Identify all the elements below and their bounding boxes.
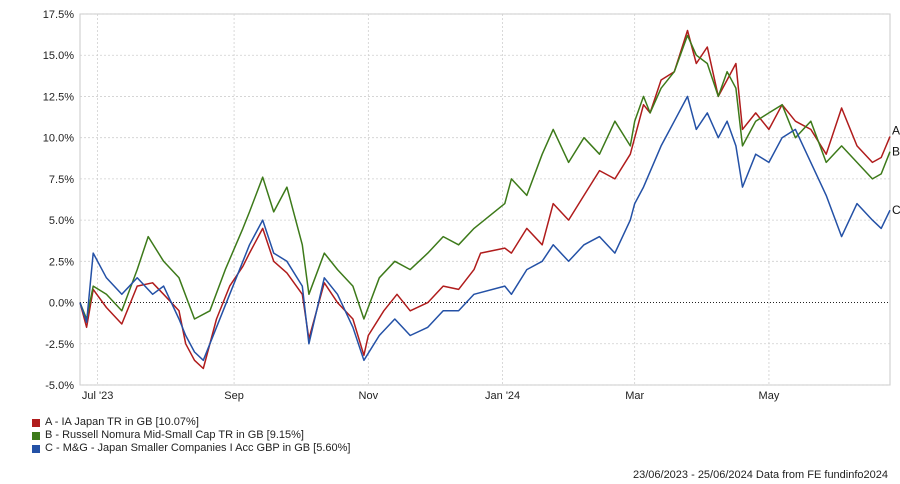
source-footer: 23/06/2023 - 25/06/2024 Data from FE fun… xyxy=(632,469,888,481)
legend-swatch-a xyxy=(32,418,40,427)
y-tick-label: -2.5% xyxy=(45,339,74,351)
legend-item-a: A - IA Japan TR in GB [10.07%] xyxy=(32,416,350,429)
y-tick-label: -5.0% xyxy=(45,380,74,392)
series-end-label-c: C xyxy=(892,203,900,217)
x-tick-label: Jul '23 xyxy=(82,390,113,402)
legend-label-a: A - IA Japan TR in GB [10.07%] xyxy=(45,416,199,428)
y-tick-label: 0.0% xyxy=(49,298,74,310)
y-tick-label: 7.5% xyxy=(49,174,74,186)
series-line-b xyxy=(79,34,891,320)
y-tick-label: 15.0% xyxy=(43,50,74,62)
legend-item-b: B - Russell Nomura Mid-Small Cap TR in G… xyxy=(32,429,350,442)
y-tick-label: 10.0% xyxy=(43,133,74,145)
x-tick-label: Nov xyxy=(359,390,379,402)
plot-frame xyxy=(79,13,891,386)
legend-swatch-b xyxy=(32,431,40,440)
legend: A - IA Japan TR in GB [10.07%] B - Russe… xyxy=(32,416,350,455)
legend-label-b: B - Russell Nomura Mid-Small Cap TR in G… xyxy=(45,429,304,441)
x-tick-label: Sep xyxy=(224,390,244,402)
legend-label-c: C - M&G - Japan Smaller Companies I Acc … xyxy=(45,442,351,454)
series-end-label-b: B xyxy=(892,145,900,159)
line-chart: 17.5% 15.0% 12.5% 10.0% 7.5% 5.0% 2.5% 0.0% -2.5… xyxy=(43,9,900,402)
x-tick-label: May xyxy=(759,390,780,402)
y-tick-label: 12.5% xyxy=(43,91,74,103)
series-line-a xyxy=(79,29,891,370)
x-tick-label: Jan '24 xyxy=(485,390,520,402)
y-axis-ticks: 17.5% 15.0% 12.5% 10.0% 7.5% 5.0% 2.5% 0.0% -2.5… xyxy=(43,9,74,392)
y-tick-label: 5.0% xyxy=(49,215,74,227)
legend-item-c: C - M&G - Japan Smaller Companies I Acc … xyxy=(32,442,350,455)
grid xyxy=(79,13,891,386)
y-tick-label: 2.5% xyxy=(49,256,74,268)
series-lines xyxy=(79,29,891,370)
series-end-label-a: A xyxy=(892,124,900,138)
x-tick-label: Mar xyxy=(625,390,644,402)
series-end-labels: AB C xyxy=(892,124,900,218)
x-axis-ticks: Jul '23 Sep Nov Jan '24 Mar May xyxy=(82,390,780,402)
series-line-c xyxy=(79,95,891,362)
legend-swatch-c xyxy=(32,444,40,453)
y-tick-label: 17.5% xyxy=(43,9,74,21)
